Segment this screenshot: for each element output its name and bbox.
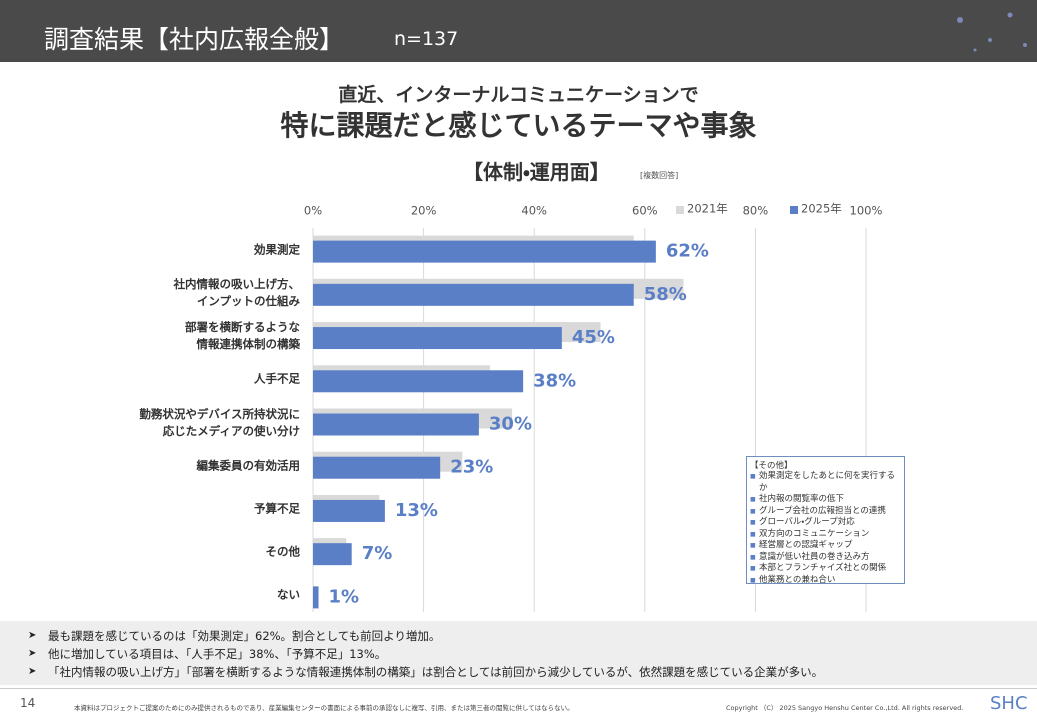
- header-title: 調査結果【社内広報全般】: [44, 25, 345, 54]
- category-label: 効果測定: [254, 242, 300, 257]
- other-note: 【その他】 効果測定をしたあとに何を実行するか社内報の閲覧率の低下グループ会社の…: [746, 456, 905, 586]
- value-label: 7%: [362, 543, 393, 564]
- header-decoration: [957, 12, 1027, 52]
- chart-subtitle: [複数回答]: [640, 171, 679, 180]
- heading-line: 直近、インターナルコミュニケーションで: [338, 84, 699, 106]
- value-label: 30%: [489, 414, 532, 435]
- finding: 他に増加している項目は、「人手不足」38%、「予算不足」13%。: [28, 645, 1037, 663]
- value-label: 23%: [450, 457, 493, 478]
- footer-rule: [0, 688, 1037, 689]
- note-item: 本部とフランチャイズ社との関係: [750, 563, 901, 575]
- bar: [313, 586, 319, 609]
- note-item: 経営層との認識ギャップ: [750, 540, 901, 552]
- category-label: 部署を横断するような 情報連携体制の構築: [185, 320, 300, 352]
- findings-list: 最も課題を感じているのは「効果測定」62%。割合としても前回より増加。他に増加し…: [28, 627, 1037, 681]
- bar: [313, 456, 441, 479]
- category-label: ない: [277, 587, 300, 602]
- bar: [313, 327, 562, 350]
- heading-main: 特に課題だと感じているテーマや事象: [280, 109, 757, 142]
- bar: [313, 283, 634, 306]
- findings: 最も課題を感じているのは「効果測定」62%。割合としても前回より増加。他に増加し…: [0, 621, 1037, 685]
- x-tick-label: 40%: [521, 204, 547, 218]
- note-item: 双方向のコミュニケーション: [750, 529, 901, 541]
- note-item: 効果測定をしたあとに何を実行するか: [750, 471, 901, 494]
- copyright: Copyright （C） 2025 Sangyo Henshu Center …: [726, 704, 964, 712]
- x-tick-label: 60%: [632, 204, 658, 218]
- legend-label: 2021年: [687, 202, 728, 216]
- value-label: 13%: [395, 500, 438, 521]
- legend-label: 2025年: [801, 202, 842, 216]
- x-tick-label: 20%: [411, 204, 437, 218]
- note-item: 意識が低い社員の巻き込み方: [750, 552, 901, 564]
- category-label: 編集委員の有効活用: [196, 458, 301, 473]
- legend-swatch: [676, 206, 684, 214]
- page-number: 14: [20, 696, 36, 710]
- note-item: グローバル・グループ対応: [750, 517, 901, 529]
- bar: [313, 543, 352, 566]
- x-tick-label: 80%: [743, 204, 769, 218]
- category-label: 社内情報の吸い上げ方、 インプットの仕組み: [173, 276, 301, 308]
- note-list: 効果測定をしたあとに何を実行するか社内報の閲覧率の低下グループ会社の広報担当との…: [750, 471, 901, 586]
- category-label: 勤務状況やデバイス所持状況に 応じたメディアの使い分け: [139, 406, 300, 438]
- bar: [313, 240, 656, 263]
- bar: [313, 370, 524, 393]
- x-tick-label: 100%: [850, 204, 883, 218]
- value-label: 38%: [533, 370, 576, 391]
- bar: [313, 499, 385, 522]
- finding: 「社内情報の吸い上げ方」「部署を横断するような情報連携体制の構築」は割合としては…: [28, 663, 1037, 681]
- disclaimer: 本資料はプロジェクトご提案のためにのみ提供されるものであり、産業編集センターの書…: [74, 704, 574, 712]
- value-label: 45%: [572, 327, 615, 348]
- chart-title: 【体制・運用面】: [463, 160, 610, 184]
- legend-swatch: [790, 206, 798, 214]
- finding: 最も課題を感じているのは「効果測定」62%。割合としても前回より増加。: [28, 627, 1037, 645]
- x-tick-label: 0%: [304, 204, 322, 218]
- category-label: その他: [265, 544, 301, 559]
- bar: [313, 413, 479, 436]
- category-label: 人手不足: [254, 371, 300, 386]
- header-bar: [0, 0, 1037, 62]
- value-label: 62%: [666, 241, 709, 262]
- note-item: 他業務との兼ね合い: [750, 575, 901, 587]
- category-label: 予算不足: [254, 501, 300, 516]
- logo: SHC: [990, 693, 1028, 714]
- note-item: 社内報の閲覧率の低下: [750, 494, 901, 506]
- sample-size: n=137: [394, 28, 459, 50]
- value-label: 58%: [644, 284, 687, 305]
- note-item: グループ会社の広報担当との連携: [750, 506, 901, 518]
- value-label: 1%: [329, 586, 360, 607]
- note-title: 【その他】: [750, 461, 793, 471]
